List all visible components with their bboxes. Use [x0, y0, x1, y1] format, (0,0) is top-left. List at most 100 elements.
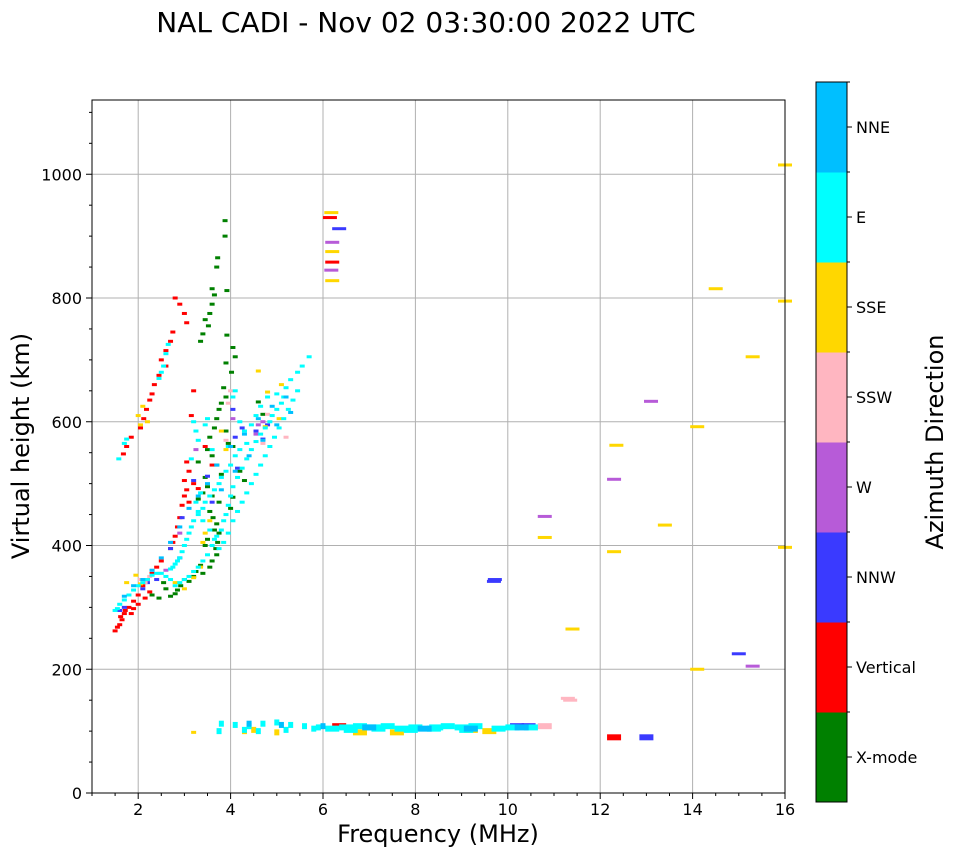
data-point [228, 445, 234, 448]
data-point [177, 556, 183, 560]
data-point [121, 441, 127, 445]
data-point [276, 426, 282, 430]
data-point [214, 522, 220, 526]
data-point [232, 721, 238, 728]
data-point [214, 463, 220, 467]
data-point [211, 488, 217, 492]
data-point [140, 581, 146, 585]
data-point [117, 623, 123, 627]
colorbar-segment [816, 172, 847, 263]
colorbar-label-item: W [856, 478, 872, 497]
data-point [216, 728, 222, 735]
data-point [177, 581, 183, 585]
data-point [168, 540, 174, 544]
data-point [255, 369, 261, 373]
data-point [156, 373, 162, 377]
data-point [172, 534, 178, 538]
data-point [380, 723, 395, 730]
data-point [216, 482, 222, 486]
data-point [325, 279, 340, 283]
data-point [202, 445, 208, 448]
data-point [168, 567, 174, 571]
data-point [274, 407, 280, 411]
data-point [209, 448, 215, 452]
data-point [311, 725, 317, 732]
data-point [198, 339, 204, 343]
data-point [274, 729, 280, 736]
data-point [195, 487, 201, 491]
data-point [278, 383, 284, 387]
data-point [156, 596, 162, 600]
data-point [200, 559, 206, 563]
data-point [124, 437, 130, 441]
data-point [120, 452, 126, 456]
data-point [195, 438, 201, 442]
data-point [138, 423, 144, 427]
colorbar-frame [815, 81, 848, 803]
x-tick-label: 14 [682, 800, 702, 819]
data-point [239, 500, 245, 504]
data-point [265, 395, 271, 399]
data-point [253, 472, 259, 476]
data-point [188, 457, 194, 461]
axes: 2 4 6 8 10 12 14 16 0 200 400 600 800 1000 [41, 111, 795, 819]
data-point [126, 593, 132, 597]
data-point [230, 395, 236, 399]
data-point [491, 725, 506, 732]
data-point [389, 729, 404, 736]
data-point [122, 608, 128, 612]
data-point [205, 417, 210, 421]
data-point [121, 605, 127, 609]
data-point [193, 448, 199, 452]
data-point [223, 438, 229, 442]
data-point [207, 519, 213, 523]
data-point [205, 482, 210, 486]
data-point [149, 568, 155, 572]
data-point [244, 457, 250, 461]
data-point [200, 332, 206, 336]
data-point [149, 392, 155, 396]
data-point [560, 696, 575, 700]
data-point [131, 584, 137, 588]
data-point [193, 500, 199, 504]
data-point [140, 584, 146, 588]
data-point [371, 725, 386, 732]
data-point [223, 361, 229, 365]
data-point [223, 429, 229, 433]
data-point [244, 441, 250, 445]
data-point [200, 519, 206, 523]
data-point [154, 578, 160, 582]
data-point [253, 429, 259, 433]
data-point [218, 475, 224, 479]
x-axis-label: Frequency (MHz) [337, 820, 539, 848]
data-point [133, 573, 139, 577]
series-nne [121, 395, 529, 732]
data-point [265, 390, 271, 394]
data-point [181, 544, 187, 547]
data-point [149, 593, 155, 597]
data-point [260, 412, 266, 416]
data-point [281, 417, 287, 421]
data-point [537, 723, 552, 730]
data-point [144, 407, 150, 411]
data-point [255, 417, 261, 421]
data-point [142, 596, 148, 600]
colorbar-segment [816, 532, 847, 623]
data-point [184, 488, 190, 492]
data-point [283, 395, 289, 399]
data-point [563, 698, 578, 702]
data-point [417, 725, 432, 732]
data-point [158, 571, 164, 575]
data-point [332, 227, 347, 231]
data-point [121, 612, 127, 616]
data-point [207, 528, 213, 532]
data-point [216, 531, 222, 535]
data-point [302, 723, 308, 730]
data-point [202, 423, 208, 427]
colorbar-segment [816, 82, 847, 173]
data-point [230, 417, 236, 421]
data-point [248, 448, 254, 452]
data-point [237, 420, 243, 424]
colorbar: X-mode Vertical NNW W SSW SSE E NNE [815, 81, 917, 803]
data-point [214, 265, 220, 269]
